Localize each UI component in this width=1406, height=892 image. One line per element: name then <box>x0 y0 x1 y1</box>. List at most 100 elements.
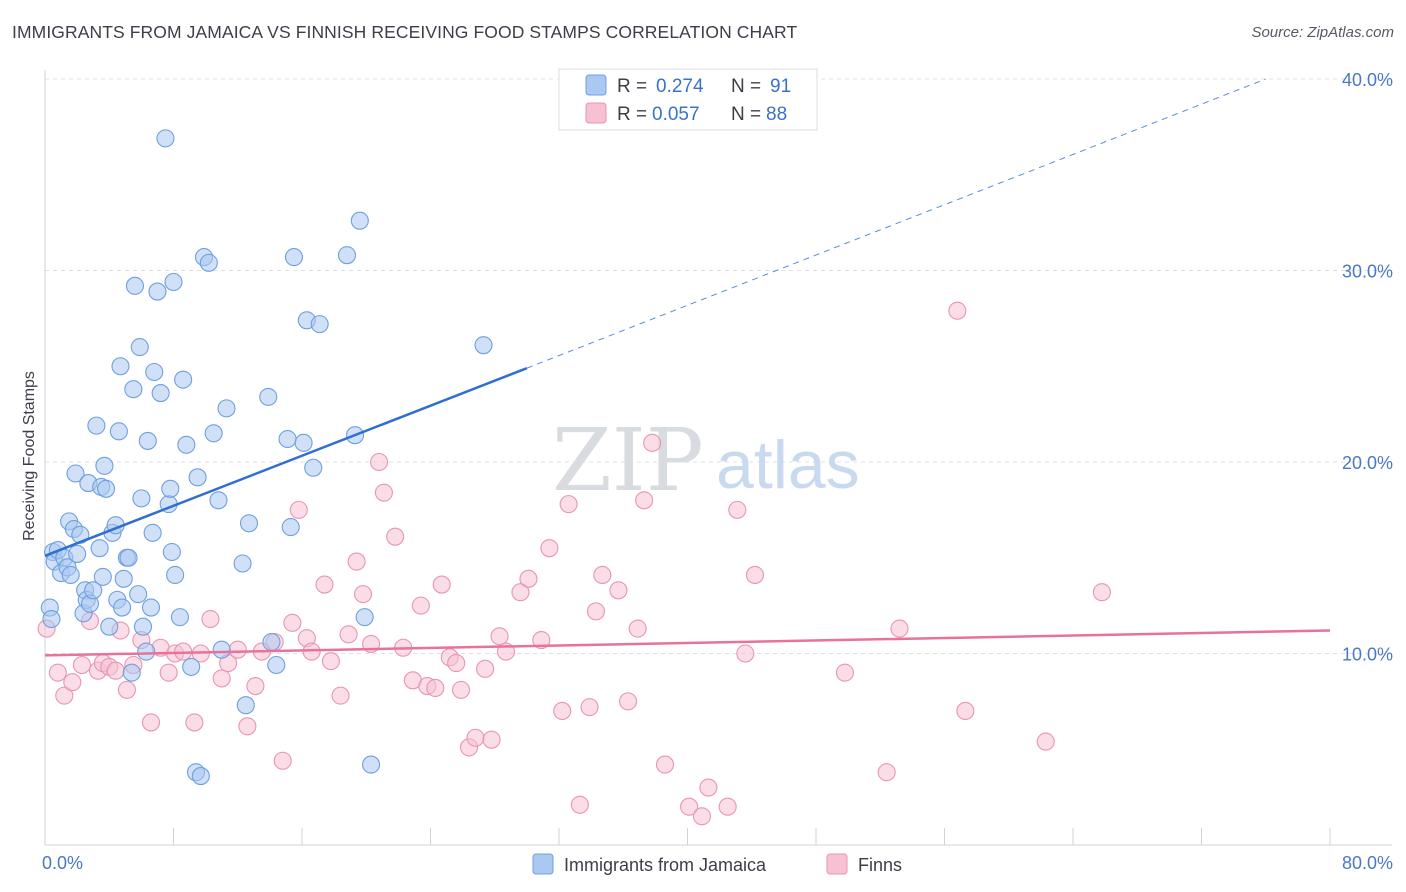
jamaica-point <box>170 608 189 627</box>
y-tick-label: 20.0% <box>1342 453 1393 473</box>
finns-point <box>580 698 599 717</box>
finns-point <box>699 778 718 797</box>
finns-point <box>482 730 501 749</box>
jamaica-point <box>130 338 149 357</box>
finns-point <box>228 640 247 659</box>
bottom-legend-swatch-finns <box>826 853 848 875</box>
finns-point <box>339 625 358 644</box>
x-tick-label-max: 80.0% <box>1342 853 1393 873</box>
jamaica-point <box>161 479 180 498</box>
finns-point <box>447 654 466 673</box>
jamaica-point <box>129 585 148 604</box>
jamaica-point <box>177 435 196 454</box>
jamaica-point <box>138 431 157 450</box>
jamaica-point <box>68 544 87 563</box>
jamaica-point <box>109 422 128 441</box>
finns-point <box>635 491 654 510</box>
jamaica-point <box>174 370 193 389</box>
chart-title: IMMIGRANTS FROM JAMAICA VS FINNISH RECEI… <box>12 22 798 42</box>
finns-point <box>593 565 612 585</box>
finns-point <box>570 795 589 814</box>
jamaica-point <box>156 129 175 148</box>
legend-r-value-1: 0.274 <box>656 76 704 97</box>
finns-point <box>238 717 257 736</box>
legend-r-label-1: R = <box>617 76 647 97</box>
finns-point <box>655 755 675 774</box>
jamaica-point <box>66 464 85 483</box>
source-credit: Source: ZipAtlas.com <box>1251 24 1394 41</box>
series-jamaica-points <box>40 129 493 786</box>
jamaica-point <box>143 523 162 542</box>
finns-point <box>956 701 975 721</box>
legend-swatch-jamaica <box>585 74 607 96</box>
finns-point <box>353 585 373 604</box>
jamaica-point <box>42 609 61 629</box>
finns-point <box>411 596 430 615</box>
jamaica-point <box>267 655 286 675</box>
jamaica-point <box>87 416 106 435</box>
jamaica-point <box>304 458 323 477</box>
jamaica-point <box>262 632 281 652</box>
jamaica-point <box>164 272 183 292</box>
finns-point <box>559 495 578 514</box>
finns-point <box>426 678 445 698</box>
jamaica-point <box>310 315 329 334</box>
jamaica-point <box>236 696 255 715</box>
y-tick-label: 10.0% <box>1342 645 1393 665</box>
finns-point <box>490 627 509 646</box>
finns-trend-line <box>44 629 1331 657</box>
finns-point <box>63 673 82 692</box>
finns-point <box>347 552 366 571</box>
finns-point <box>553 701 572 721</box>
jamaica-point <box>212 640 231 659</box>
finns-point <box>519 569 538 588</box>
jamaica-point <box>474 336 493 355</box>
jamaica-point <box>96 479 116 498</box>
y-axis-title: Receiving Food Stamps <box>21 371 38 541</box>
axes <box>44 70 1392 846</box>
jamaica-point <box>148 282 167 301</box>
jamaica-point <box>90 539 109 558</box>
jamaica-point <box>278 429 297 449</box>
jamaica-point <box>162 542 181 562</box>
jamaica-point <box>95 456 114 475</box>
jamaica-point <box>166 565 185 585</box>
jamaica-point <box>284 248 304 267</box>
jamaica-point <box>125 276 144 295</box>
y-tick-labels: 10.0% 20.0% 30.0% 40.0% <box>1342 70 1393 665</box>
finns-point <box>540 539 559 558</box>
legend-box: R = 0.274 N = 91 R = 0.057 N = 88 <box>558 68 818 131</box>
finns-point <box>532 631 551 650</box>
legend-r-value-2: 0.057 <box>652 104 700 125</box>
jamaica-point <box>217 399 236 418</box>
jamaica-point <box>133 617 153 636</box>
finns-point <box>728 500 747 519</box>
finns-point <box>72 655 91 675</box>
jamaica-trend-line <box>44 367 528 557</box>
legend-swatch-finns <box>585 102 607 124</box>
finns-point <box>201 609 220 629</box>
jamaica-point <box>151 384 170 403</box>
finns-point <box>185 713 204 732</box>
finns-point <box>835 663 854 682</box>
finns-point <box>736 644 755 663</box>
legend-n-label-2: N = <box>731 104 761 125</box>
jamaica-point <box>114 569 133 588</box>
finns-point <box>948 301 967 320</box>
finns-point <box>1036 732 1055 751</box>
jamaica-point <box>100 617 119 636</box>
jamaica-point <box>294 433 313 452</box>
finns-point <box>283 613 302 632</box>
jamaica-point <box>132 489 151 508</box>
bottom-legend-label-jamaica: Immigrants from Jamaica <box>564 855 767 875</box>
watermark-zip: ZIP <box>552 411 704 511</box>
jamaica-point <box>61 565 80 585</box>
finns-point <box>106 661 125 680</box>
bottom-legend-label-finns: Finns <box>858 855 902 875</box>
jamaica-point <box>119 548 138 567</box>
finns-point <box>273 751 292 770</box>
finns-point <box>315 575 334 594</box>
finns-point <box>159 663 178 682</box>
finns-point <box>331 686 350 705</box>
finns-point <box>321 652 340 671</box>
